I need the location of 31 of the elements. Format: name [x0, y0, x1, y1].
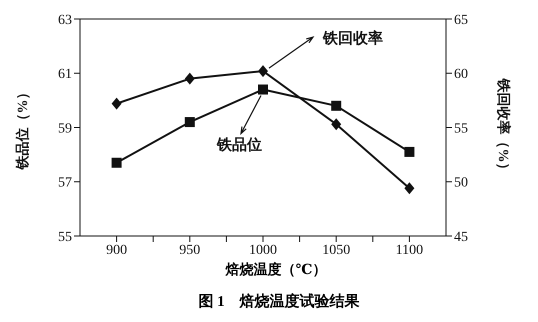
y-tick-label: 57 [58, 176, 72, 191]
y-tick-label: 55 [58, 230, 72, 245]
point [184, 72, 195, 85]
x-tick-label: 1100 [396, 242, 424, 258]
point [331, 118, 342, 130]
x-axis-title: 焙烧温度（℃） [226, 263, 326, 278]
y2-axis-title: 铁回收率（%） [495, 78, 512, 176]
y2-tick-label: 60 [454, 67, 468, 82]
x-tick-label: 1000 [249, 242, 277, 258]
series-label: 铁品位 [216, 136, 262, 154]
point [404, 182, 414, 194]
y2-tick-label: 65 [454, 12, 468, 28]
point [331, 100, 342, 111]
point [184, 117, 195, 128]
y2-tick-label: 45 [454, 230, 468, 245]
x-tick-label: 1050 [322, 242, 350, 258]
point [258, 65, 268, 78]
point [404, 146, 414, 157]
caption: 图 1 焙烧温度试验结果 [197, 292, 361, 311]
y-axis-title: 铁品位（%） [14, 86, 31, 170]
legend-label: 铁回收率 [322, 29, 383, 48]
y2-tick-label: 55 [454, 121, 468, 136]
x-tick-label: 900 [106, 242, 128, 258]
y-tick-label: 59 [58, 121, 72, 136]
y-tick-label: 63 [58, 12, 72, 28]
y2-tick-label: 50 [454, 176, 468, 191]
point [112, 158, 122, 168]
point [112, 98, 122, 110]
point [258, 84, 268, 95]
x-tick-label: 950 [179, 242, 200, 258]
y-tick-label: 61 [58, 67, 72, 82]
